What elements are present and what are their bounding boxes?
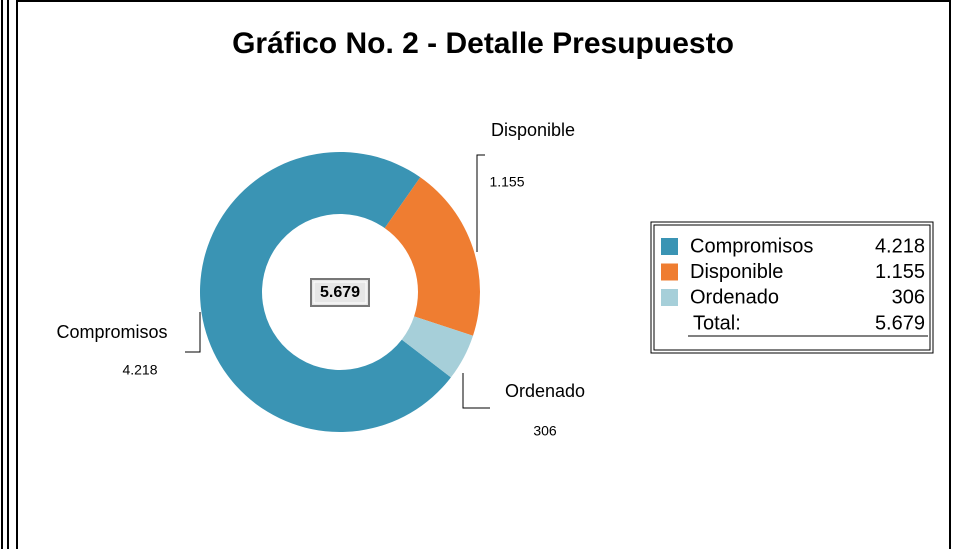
legend-total-title: Total:	[693, 312, 741, 334]
legend-swatch	[661, 289, 678, 306]
slice-label: Ordenado	[505, 381, 585, 401]
legend-swatch	[661, 263, 678, 281]
legend-value: 1.155	[875, 261, 925, 283]
legend-inner	[653, 224, 931, 351]
legend-label: Disponible	[690, 261, 783, 283]
slice-label: Compromisos	[56, 322, 167, 342]
legend-label: Ordenado	[690, 286, 779, 308]
donut-slice	[384, 177, 480, 336]
legend-swatch	[661, 238, 678, 255]
legend-value: 306	[892, 286, 925, 308]
legend-value: 4.218	[875, 235, 925, 257]
slice-value: 306	[533, 423, 557, 439]
donut-slice	[200, 152, 451, 432]
chart-title: Gráfico No. 2 - Detalle Presupuesto	[232, 27, 734, 60]
slice-value: 4.218	[122, 362, 157, 378]
total-box	[310, 278, 370, 307]
slice-value: 1.155	[489, 174, 524, 190]
leader-line	[185, 312, 201, 353]
chart-frame	[16, 0, 951, 549]
leader-line	[462, 373, 490, 409]
donut-slice	[401, 316, 473, 378]
slice-label: Disponible	[491, 120, 575, 140]
total-box-inner	[313, 281, 367, 304]
total-value: 5.679	[320, 284, 360, 301]
legend-label: Compromisos	[690, 235, 813, 257]
leader-line	[476, 154, 485, 252]
legend-box	[650, 221, 934, 354]
legend-total-value: 5.679	[875, 312, 925, 334]
